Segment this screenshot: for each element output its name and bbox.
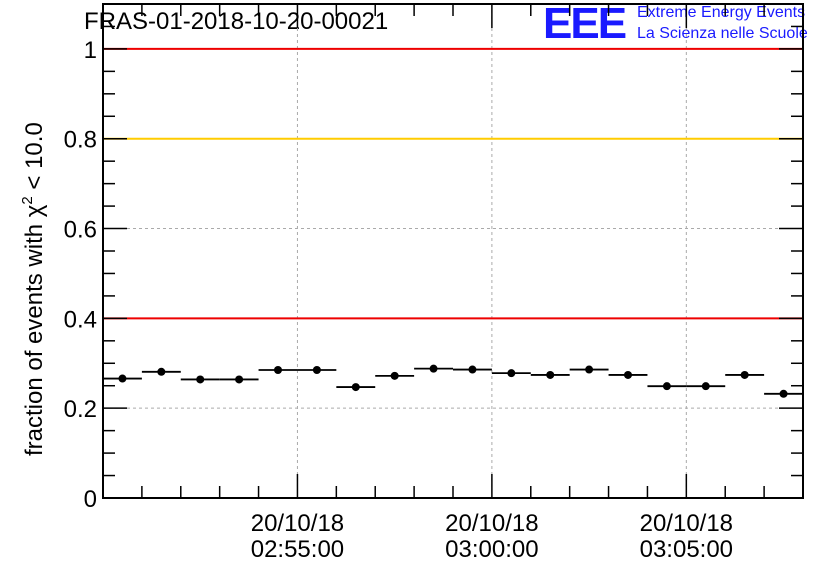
data-point [701, 382, 710, 391]
data-point [624, 370, 632, 379]
y-tick-label: 0.6 [64, 217, 97, 244]
data-point [312, 366, 321, 375]
data-point [274, 366, 282, 375]
chart-title: FRAS-01-2018-10-20-00021 [84, 8, 389, 35]
x-tick-label-date: 20/10/18 [445, 510, 538, 537]
y-axis-label-prefix: fraction of events with [21, 217, 48, 456]
y-tick-label: 1 [84, 37, 97, 64]
y-axis-label: fraction of events with χ2 < 10.0 [19, 122, 48, 456]
threshold-layer [103, 47, 803, 320]
plot-frame [102, 3, 804, 499]
x-tick-label-date: 20/10/18 [640, 510, 733, 537]
data-point [351, 383, 360, 392]
data-point [662, 382, 671, 391]
data-point [235, 375, 244, 384]
eee-logo: EEE [543, 0, 627, 48]
y-tick-label: 0.8 [64, 127, 97, 154]
logo-subtitle-1: Extreme Energy Events [637, 4, 806, 21]
data-point [429, 364, 438, 373]
x-tick-label-time: 03:00:00 [445, 536, 538, 563]
data-point [507, 369, 516, 378]
x-tick-label-time: 03:05:00 [640, 536, 733, 563]
data-point [546, 370, 555, 379]
data-point [118, 374, 127, 383]
axis-layer [102, 3, 804, 499]
data-point [390, 371, 399, 380]
data-point [468, 365, 477, 374]
points-layer [103, 364, 803, 398]
x-tick-label-time: 02:55:00 [251, 536, 344, 563]
y-tick-label: 0.2 [64, 396, 97, 423]
y-axis-label-sup: 2 [19, 196, 36, 204]
data-point [157, 367, 166, 376]
labels-layer: 00.20.40.60.8120/10/1802:55:0020/10/1803… [64, 37, 733, 563]
y-axis-label-symbol: χ [21, 204, 48, 217]
logo-subtitle-2: La Scienza nelle Scuole [637, 25, 808, 42]
x-tick-label-date: 20/10/18 [251, 510, 344, 537]
grid-layer [103, 4, 803, 498]
y-tick-label: 0 [84, 486, 97, 513]
data-point [779, 389, 788, 398]
data-point [196, 375, 205, 384]
data-point [740, 370, 749, 379]
data-point [585, 365, 594, 374]
y-tick-label: 0.4 [64, 306, 97, 333]
y-axis-label-suffix: < 10.0 [21, 122, 48, 196]
